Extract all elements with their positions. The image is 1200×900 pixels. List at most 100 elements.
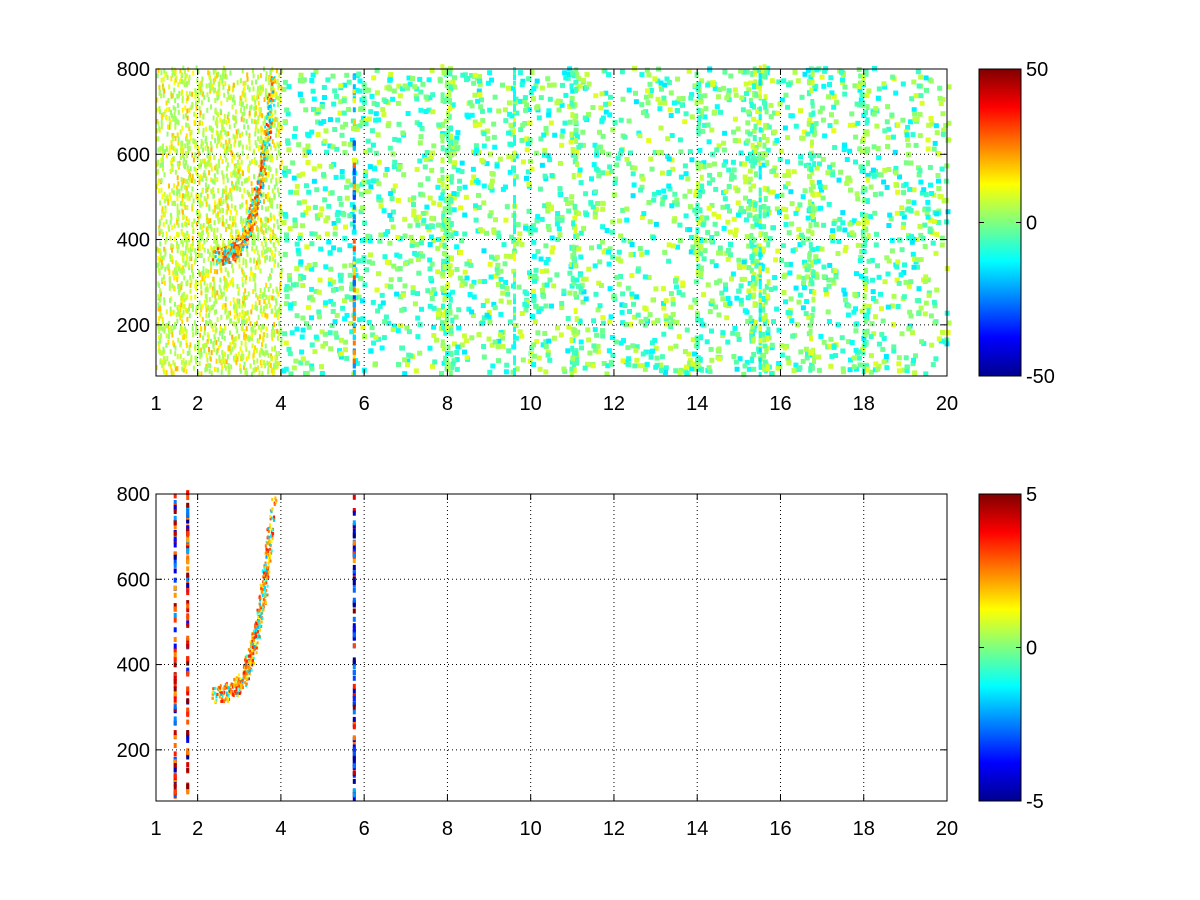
heatmap-cell (752, 326, 757, 333)
heatmap-cell (216, 367, 219, 373)
heatmap-cell (260, 129, 263, 135)
heatmap-cell (666, 183, 672, 189)
heatmap-cell (857, 80, 863, 86)
heatmap-cell (201, 244, 204, 249)
heatmap-cell (326, 203, 332, 209)
heatmap-cell (263, 177, 266, 183)
heatmap-cell (531, 294, 537, 299)
heatmap-cell (901, 190, 907, 196)
heatmap-cell (177, 82, 180, 88)
heatmap-cell (257, 94, 260, 100)
heatmap-cell (754, 84, 760, 90)
heatmap-cell (670, 296, 676, 302)
heatmap-cell (606, 72, 612, 78)
heatmap-cell (802, 71, 808, 77)
heatmap-cell (293, 358, 299, 364)
heatmap-cell (256, 358, 259, 364)
heatmap-cell (297, 276, 303, 282)
heatmap-cell (448, 81, 453, 88)
heatmap-cell (928, 182, 933, 188)
heatmap-cell (772, 275, 778, 280)
heatmap-cell (253, 240, 256, 246)
heatmap-cell (158, 261, 161, 267)
heatmap-cell (846, 303, 852, 309)
heatmap-cell (250, 326, 253, 332)
heatmap-cell (930, 240, 936, 246)
heatmap-cell (334, 334, 340, 340)
heatmap-cell (765, 365, 770, 372)
heatmap-cell (721, 162, 727, 168)
heatmap-cell (160, 77, 163, 83)
heatmap-cell (745, 318, 751, 324)
heatmap-cell (332, 127, 338, 132)
heatmap-cell (271, 139, 274, 145)
heatmap-cell (270, 368, 273, 374)
heatmap-cell (817, 109, 823, 115)
heatmap-cell (693, 192, 699, 198)
heatmap-cell (254, 234, 257, 240)
heatmap-cell (203, 170, 206, 176)
heatmap-cell (510, 85, 516, 91)
heatmap-cell (441, 188, 446, 195)
heatmap-cell (776, 327, 782, 333)
heatmap-cell (450, 363, 455, 370)
heatmap-cell (699, 321, 705, 327)
heatmap-cell (442, 287, 447, 293)
heatmap-cell (765, 335, 769, 342)
heatmap-cell (417, 140, 423, 146)
heatmap-cell (811, 306, 816, 313)
heatmap-cell (385, 229, 391, 235)
heatmap-cell (355, 183, 361, 189)
heatmap-cell (181, 319, 184, 325)
heatmap-cell (449, 125, 453, 132)
heatmap-cell (748, 151, 753, 157)
heatmap-cell (690, 244, 696, 250)
heatmap-cell (341, 98, 347, 103)
heatmap-cell (384, 166, 390, 172)
heatmap-cell (358, 275, 363, 281)
heatmap-cell (232, 268, 235, 274)
heatmap-cell (634, 344, 640, 350)
heatmap-cell (167, 200, 170, 206)
heatmap-cell (712, 86, 718, 92)
heatmap-cell (319, 206, 325, 212)
heatmap-cell (208, 312, 210, 318)
heatmap-cell (699, 265, 704, 272)
heatmap-cell (319, 364, 324, 370)
heatmap-cell (496, 108, 502, 114)
heatmap-cell (191, 206, 194, 212)
heatmap-cell (159, 358, 162, 364)
heatmap-cell (513, 174, 519, 180)
heatmap-cell (257, 257, 260, 263)
heatmap-cell (815, 246, 821, 251)
heatmap-cell (697, 81, 702, 88)
heatmap-cell (531, 298, 537, 304)
heatmap-cell (171, 72, 174, 78)
heatmap-cell (378, 232, 384, 238)
heatmap-cell (847, 178, 853, 184)
heatmap-cell (895, 259, 901, 265)
heatmap-cell (572, 357, 578, 363)
heatmap-cell (670, 312, 676, 317)
heatmap-cell (441, 345, 446, 351)
heatmap-cell (227, 144, 230, 150)
heatmap-cell (545, 224, 551, 229)
heatmap-cell (161, 114, 163, 120)
heatmap-cell (276, 203, 279, 209)
heatmap-cell (223, 119, 226, 124)
heatmap-cell (227, 346, 230, 352)
heatmap-cell (251, 336, 254, 341)
heatmap-cell (911, 107, 917, 113)
heatmap-cell (535, 214, 541, 220)
heatmap-cell (694, 298, 699, 305)
heatmap-cell (253, 277, 256, 283)
heatmap-cell (876, 155, 882, 161)
heatmap-cell (479, 97, 484, 103)
heatmap-cell (157, 306, 160, 312)
heatmap-cell (228, 118, 230, 124)
heatmap-cell (652, 76, 658, 82)
heatmap-cell (487, 213, 493, 219)
heatmap-cell (868, 369, 874, 375)
heatmap-cell (532, 227, 538, 233)
